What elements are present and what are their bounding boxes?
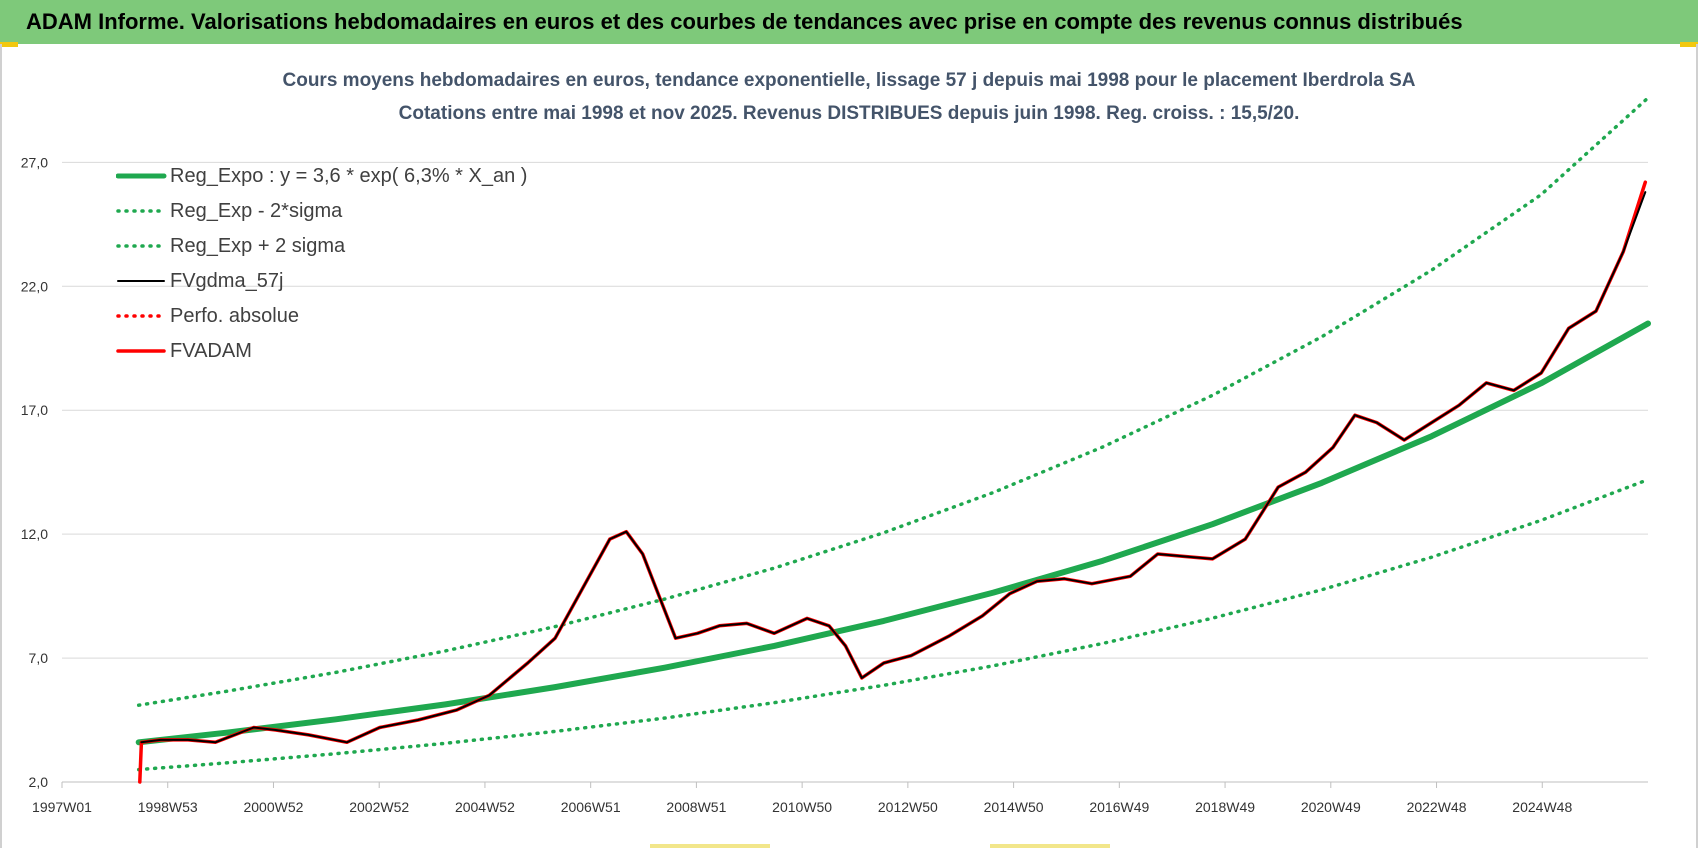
x-tick-label: 2022W48 xyxy=(1407,799,1467,815)
y-tick-label: 2,0 xyxy=(29,774,49,790)
y-tick-label: 17,0 xyxy=(21,402,48,418)
y-tick-label: 22,0 xyxy=(21,278,48,294)
chart-subtitle: Cotations entre mai 1998 et nov 2025. Re… xyxy=(398,103,1300,124)
legend-swatch xyxy=(116,314,166,318)
series-line-5 xyxy=(138,180,1648,784)
x-tick-label: 2024W48 xyxy=(1512,799,1572,815)
footer-mark xyxy=(990,844,1110,848)
series-line-3 xyxy=(140,191,1647,744)
legend-swatch xyxy=(116,173,167,179)
legend-swatch xyxy=(116,209,166,213)
series-line-1 xyxy=(136,477,1650,772)
x-tick-label: 2014W50 xyxy=(984,799,1044,815)
legend-swatch xyxy=(116,349,166,353)
legend-label: Reg_Expo : y = 3,6 * exp( 6,3% * X_an ) xyxy=(170,165,528,187)
x-tick-label: 2004W52 xyxy=(455,799,515,815)
report-header: ADAM Informe. Valorisations hebdomadaire… xyxy=(0,0,1698,44)
x-tick-label: 2008W51 xyxy=(666,799,726,815)
frame-border-left xyxy=(0,44,2,848)
legend-swatch xyxy=(117,280,165,282)
x-tick-label: 2006W51 xyxy=(561,799,621,815)
legend-label: Reg_Exp + 2 sigma xyxy=(170,235,346,257)
header-corner-left xyxy=(0,42,18,47)
legend-label: Reg_Exp - 2*sigma xyxy=(170,200,343,222)
series-line-0 xyxy=(135,320,1651,746)
x-tick-label: 2010W50 xyxy=(772,799,832,815)
y-tick-label: 12,0 xyxy=(21,526,48,542)
footer-mark xyxy=(650,844,770,848)
x-tick-label: 2000W52 xyxy=(243,799,303,815)
x-tick-label: 2020W49 xyxy=(1301,799,1361,815)
legend-label: Perfo. absolue xyxy=(170,305,299,327)
x-tick-label: 2018W49 xyxy=(1195,799,1255,815)
x-tick-label: 1998W53 xyxy=(138,799,198,815)
x-tick-label: 2002W52 xyxy=(349,799,409,815)
y-tick-label: 7,0 xyxy=(29,650,49,666)
legend-label: FVADAM xyxy=(170,340,252,362)
y-tick-label: 27,0 xyxy=(21,154,48,170)
legend-swatch xyxy=(116,244,166,248)
x-tick-label: 2016W49 xyxy=(1089,799,1149,815)
legend-label: FVgdma_57j xyxy=(170,270,284,292)
x-tick-label: 2012W50 xyxy=(878,799,938,815)
chart-title: Cours moyens hebdomadaires en euros, ten… xyxy=(282,70,1416,91)
header-corner-right xyxy=(1680,42,1698,47)
x-tick-label: 1997W01 xyxy=(32,799,92,815)
frame-border-right xyxy=(1696,44,1698,848)
